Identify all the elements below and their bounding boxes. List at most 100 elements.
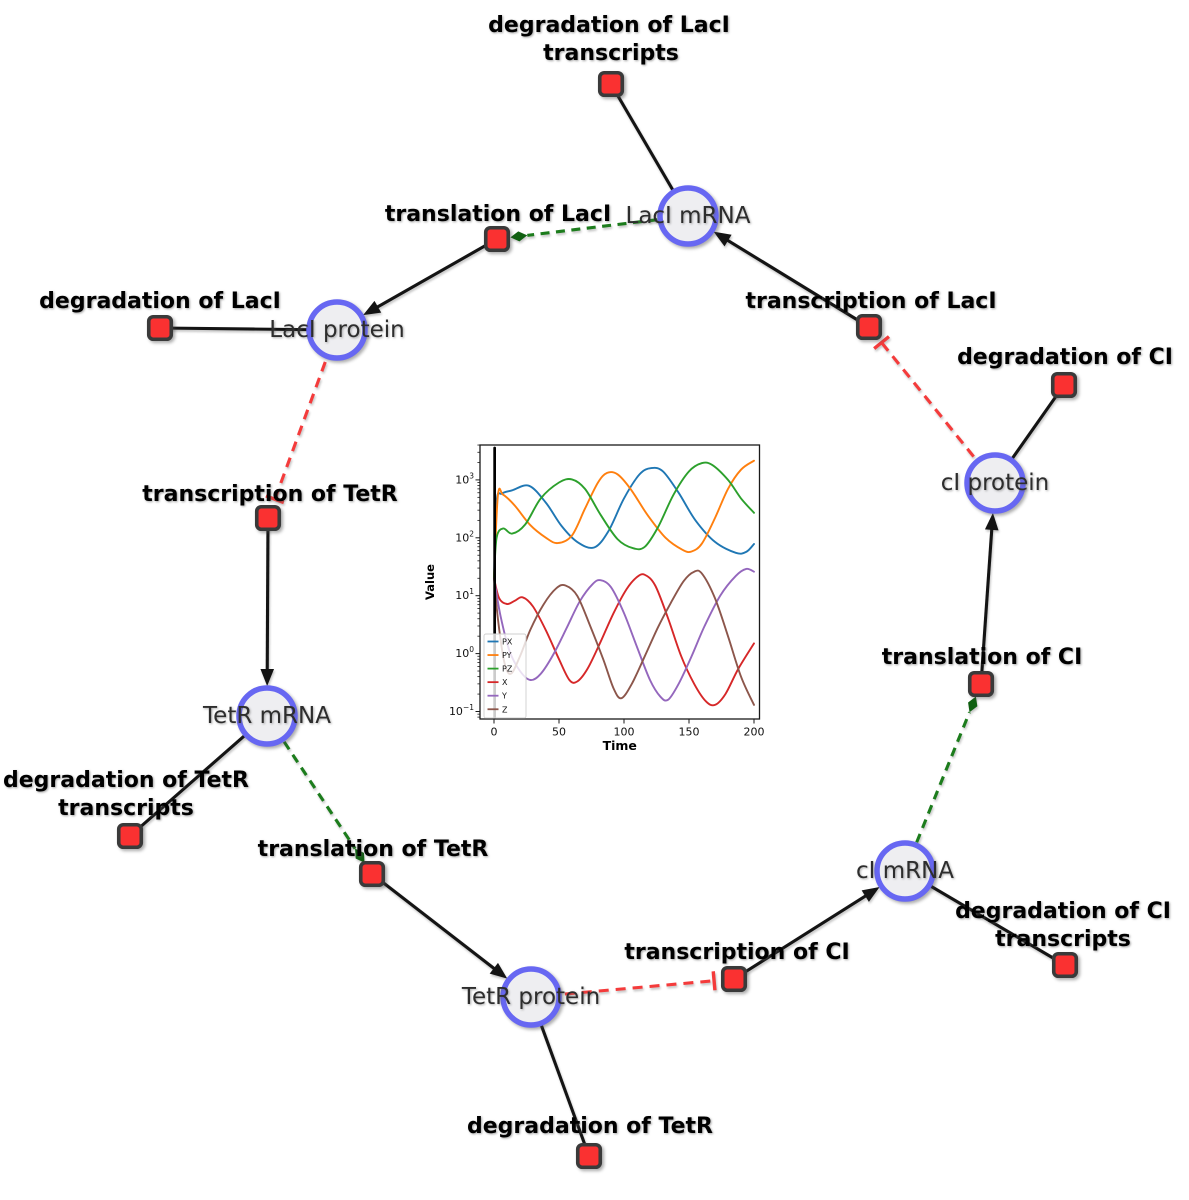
- chart-series: [493, 446, 755, 719]
- species-label-laci-mrna: LacI mRNA: [626, 203, 751, 229]
- production-line: [733, 893, 868, 981]
- production-line: [979, 527, 994, 685]
- x-axis-label: Time: [603, 738, 637, 753]
- production-arrowhead: [260, 668, 275, 687]
- edge-transcription-laci-to-laci-mrna: [713, 231, 870, 329]
- reaction-node-deg-tetr-transcripts: [116, 822, 144, 850]
- edge-translation-tetr-to-tetr-protein: [371, 872, 508, 979]
- production-arrowhead: [984, 512, 999, 531]
- production-arrowhead: [713, 231, 732, 247]
- species-label-tetr-mrna: TetR mRNA: [202, 703, 331, 729]
- species-node-laci-mrna: [657, 185, 719, 247]
- modifier-dashed-line: [527, 214, 689, 237]
- x-tick-label: 100: [614, 726, 635, 739]
- reaction-label-translation-ci: translation of CI: [882, 645, 1083, 670]
- edge-translation-ci-to-ci-protein: [979, 512, 999, 685]
- species-label-tetr-protein: TetR protein: [461, 984, 600, 1010]
- production-line: [265, 517, 270, 672]
- reaction-label-deg-ci: degradation of CI: [957, 345, 1173, 370]
- reaction-node-translation-tetr: [358, 860, 386, 888]
- modifier-diamond-arrowhead: [968, 696, 978, 713]
- reaction-label-deg-ci-transcripts-line1: degradation of CI: [955, 899, 1171, 924]
- reaction-label-transcription-laci: transcription of LacI: [745, 289, 996, 314]
- edge-transcription-tetr-to-tetr-mrna: [260, 517, 275, 687]
- species-label-ci-mrna: cI mRNA: [856, 858, 954, 884]
- inset-timeseries-chart: 0 50 100 150 20010−1100101102103TimeValuePXP…: [423, 431, 780, 777]
- series-line-X: [493, 573, 755, 707]
- reaction-node-deg-ci-transcripts: [1051, 951, 1079, 979]
- legend-label-Y: Y: [501, 692, 507, 701]
- edge-ci-mrna-to-translation-ci: [903, 696, 978, 872]
- reaction-label-deg-laci-transcripts-line2: transcripts: [543, 41, 679, 66]
- inhibition-dashed-line: [880, 341, 997, 484]
- edge-ci-protein-inhibits-transcription-laci: [873, 335, 997, 484]
- reaction-label-deg-ci-transcripts-line2: transcripts: [995, 927, 1131, 952]
- x-tick-label: 150: [679, 726, 700, 739]
- reaction-label-deg-laci-transcripts-line1: degradation of LacI: [488, 13, 730, 38]
- production-line: [375, 237, 498, 310]
- legend-label-PZ: PZ: [502, 665, 513, 674]
- edges-layer: [128, 83, 1066, 1157]
- consumption-line: [904, 869, 1066, 967]
- production-arrowhead: [489, 962, 508, 979]
- legend-label-PY: PY: [502, 651, 512, 660]
- chart-legend: PX PY PZ XYZ: [483, 633, 527, 719]
- reaction-node-transcription-ci: [720, 965, 748, 993]
- edge-translation-laci-to-laci-protein: [363, 237, 498, 316]
- reaction-node-translation-ci: [967, 670, 995, 698]
- edge-ci-mrna-to-deg-ci-transcripts: [904, 869, 1066, 967]
- inhibition-dashed-line: [273, 329, 339, 500]
- species-label-ci-protein: cI protein: [941, 470, 1050, 496]
- reaction-label-deg-tetr: degradation of TetR: [467, 1114, 713, 1139]
- x-tick-label: 200: [744, 726, 765, 739]
- production-line: [725, 238, 870, 329]
- edge-laci-protein-inhibits-transcription-tetr: [265, 329, 339, 505]
- inhibition-tee-bar: [873, 335, 891, 350]
- species-node-laci-protein: [306, 299, 368, 361]
- modifier-dashed-line: [265, 715, 357, 850]
- inhibition-tee-bar: [711, 971, 717, 991]
- modifier-dashed-line: [903, 711, 971, 872]
- nodes-layer: [116, 70, 1079, 1170]
- reaction-label-translation-tetr: translation of TetR: [258, 837, 489, 862]
- reaction-label-deg-laci: degradation of LacI: [39, 289, 281, 314]
- series-line-PY: [493, 459, 755, 580]
- series-line-PX: [493, 466, 755, 580]
- reaction-node-deg-laci: [146, 314, 174, 342]
- x-tick-label: 0: [491, 726, 498, 739]
- reaction-node-transcription-laci: [855, 313, 883, 341]
- x-tick-label: 50: [552, 726, 566, 739]
- plot-frame: [479, 444, 761, 720]
- legend-label-Z: Z: [502, 705, 508, 714]
- edge-laci-mrna-to-translation-laci: [510, 214, 689, 242]
- production-arrowhead: [861, 887, 880, 902]
- reaction-node-deg-ci: [1050, 371, 1078, 399]
- species-node-tetr-protein: [500, 966, 562, 1028]
- inhibition-dashed-line: [530, 979, 715, 999]
- reaction-label-deg-tetr-transcripts-line1: degradation of TetR: [3, 768, 249, 793]
- species-node-ci-protein: [964, 452, 1026, 514]
- reaction-label-transcription-tetr: transcription of TetR: [142, 482, 398, 507]
- modifier-diamond-arrowhead: [510, 231, 528, 242]
- species-node-tetr-mrna: [236, 685, 298, 747]
- reaction-node-deg-laci-transcripts: [597, 70, 625, 98]
- legend-label-X: X: [502, 678, 508, 687]
- y-axis-label: Value: [423, 564, 437, 600]
- axis-ticks: [475, 444, 755, 724]
- labels-layer: LacI mRNA LacI protein TetR mRNA TetR prote…: [3, 13, 1173, 1139]
- edge-transcription-ci-to-ci-mrna: [733, 887, 880, 981]
- edge-tetr-protein-inhibits-transcription-ci: [530, 971, 717, 999]
- reaction-node-deg-tetr: [575, 1142, 603, 1170]
- reaction-label-translation-laci: translation of LacI: [385, 202, 611, 227]
- reaction-node-translation-laci: [483, 225, 511, 253]
- modifier-diamond-arrowhead: [355, 848, 365, 863]
- production-line: [371, 872, 497, 971]
- species-node-ci-mrna: [874, 840, 936, 902]
- reaction-label-transcription-ci: transcription of CI: [624, 940, 849, 965]
- reaction-node-transcription-tetr: [254, 504, 282, 532]
- reaction-label-deg-tetr-transcripts-line2: transcripts: [58, 796, 194, 821]
- series-line-Y: [493, 567, 755, 702]
- production-arrowhead: [363, 300, 382, 316]
